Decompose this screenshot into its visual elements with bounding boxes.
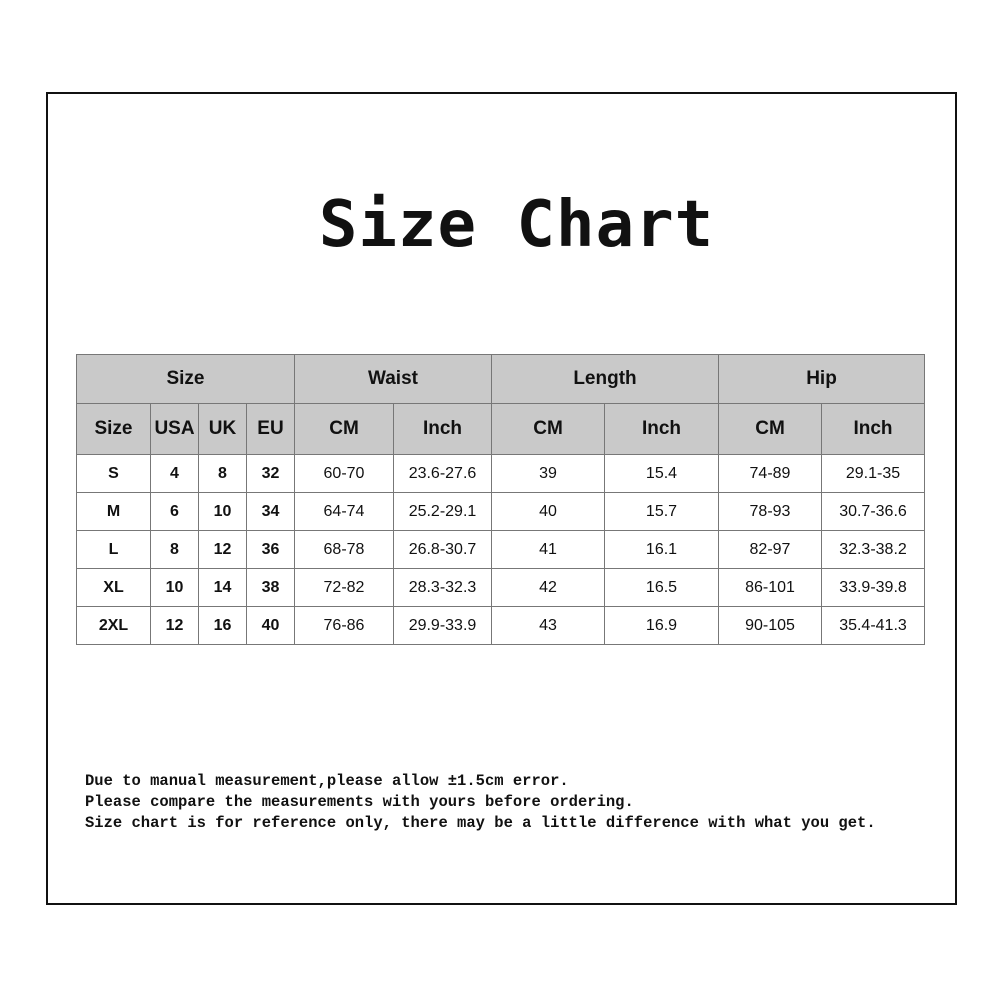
table-cell: 34 bbox=[246, 492, 295, 531]
column-header: USA bbox=[150, 403, 199, 455]
table-cell: 8 bbox=[198, 454, 247, 493]
table-cell: 42 bbox=[491, 568, 605, 607]
table-cell: 36 bbox=[246, 530, 295, 569]
table-cell: 23.6-27.6 bbox=[393, 454, 492, 493]
table-cell: 40 bbox=[491, 492, 605, 531]
column-header: UK bbox=[198, 403, 247, 455]
column-header: EU bbox=[246, 403, 295, 455]
table-cell: 39 bbox=[491, 454, 605, 493]
group-header-hip: Hip bbox=[718, 354, 925, 404]
column-header: CM bbox=[491, 403, 605, 455]
page-title: Size Chart bbox=[318, 188, 715, 262]
table-cell: 82-97 bbox=[718, 530, 822, 569]
table-cell: 68-78 bbox=[294, 530, 394, 569]
table-cell: 43 bbox=[491, 606, 605, 645]
table-cell: 41 bbox=[491, 530, 605, 569]
table-cell: 32.3-38.2 bbox=[821, 530, 925, 569]
table-cell: 12 bbox=[198, 530, 247, 569]
table-cell: 12 bbox=[150, 606, 199, 645]
column-header: CM bbox=[718, 403, 822, 455]
table-cell: 74-89 bbox=[718, 454, 822, 493]
group-header-size: Size bbox=[76, 354, 295, 404]
table-cell: 29.1-35 bbox=[821, 454, 925, 493]
table-cell: 2XL bbox=[76, 606, 151, 645]
table-cell: M bbox=[76, 492, 151, 531]
table-row: S 4 8 32 60-70 23.6-27.6 39 15.4 74-89 29.1-35 bbox=[76, 454, 925, 493]
table-cell: 26.8-30.7 bbox=[393, 530, 492, 569]
column-header: CM bbox=[294, 403, 394, 455]
table-cell: 33.9-39.8 bbox=[821, 568, 925, 607]
group-header-waist: Waist bbox=[294, 354, 492, 404]
table-cell: 16.1 bbox=[604, 530, 719, 569]
table-cell: 16.5 bbox=[604, 568, 719, 607]
notes: Due to manual measurement,please allow ±… bbox=[85, 750, 876, 855]
table-cell: 86-101 bbox=[718, 568, 822, 607]
table-row: M 6 10 34 64-74 25.2-29.1 40 15.7 78-93 30.7-36.6 bbox=[76, 492, 925, 531]
column-header: Inch bbox=[604, 403, 719, 455]
group-header-length: Length bbox=[491, 354, 719, 404]
column-header: Inch bbox=[821, 403, 925, 455]
table-cell: 10 bbox=[198, 492, 247, 531]
table-cell: L bbox=[76, 530, 151, 569]
table-cell: 38 bbox=[246, 568, 295, 607]
table-cell: 90-105 bbox=[718, 606, 822, 645]
column-header: Inch bbox=[393, 403, 492, 455]
table-cell: 14 bbox=[198, 568, 247, 607]
table-cell: 4 bbox=[150, 454, 199, 493]
note-line: Due to manual measurement,please allow ±… bbox=[85, 772, 569, 790]
table-cell: 64-74 bbox=[294, 492, 394, 531]
note-line: Please compare the measurements with you… bbox=[85, 793, 634, 811]
table-cell: 16.9 bbox=[604, 606, 719, 645]
table-cell: 78-93 bbox=[718, 492, 822, 531]
table-cell: 40 bbox=[246, 606, 295, 645]
table-cell: 10 bbox=[150, 568, 199, 607]
table-cell: 6 bbox=[150, 492, 199, 531]
table-cell: 8 bbox=[150, 530, 199, 569]
table-row: 2XL 12 16 40 76-86 29.9-33.9 43 16.9 90-105 35.4-… bbox=[76, 606, 925, 645]
table-cell: 72-82 bbox=[294, 568, 394, 607]
table-cell: 32 bbox=[246, 454, 295, 493]
table-row: XL 10 14 38 72-82 28.3-32.3 42 16.5 86-101 33.9-3… bbox=[76, 568, 925, 607]
table-cell: 76-86 bbox=[294, 606, 394, 645]
column-header: Size bbox=[76, 403, 151, 455]
table-cell: 60-70 bbox=[294, 454, 394, 493]
size-table: Size Waist Length Hip Size USA UK EU CM Inch C… bbox=[76, 354, 925, 645]
table-cell: XL bbox=[76, 568, 151, 607]
table-cell: 25.2-29.1 bbox=[393, 492, 492, 531]
chart-frame bbox=[46, 92, 957, 905]
table-cell: 15.4 bbox=[604, 454, 719, 493]
table-cell: 30.7-36.6 bbox=[821, 492, 925, 531]
table-cell: 16 bbox=[198, 606, 247, 645]
table-cell: 28.3-32.3 bbox=[393, 568, 492, 607]
table-cell: S bbox=[76, 454, 151, 493]
table-row: L 8 12 36 68-78 26.8-30.7 41 16.1 82-97 32.3-38.2 bbox=[76, 530, 925, 569]
table-cell: 15.7 bbox=[604, 492, 719, 531]
table-cell: 29.9-33.9 bbox=[393, 606, 492, 645]
table-cell: 35.4-41.3 bbox=[821, 606, 925, 645]
note-line: Size chart is for reference only, there … bbox=[85, 814, 876, 832]
